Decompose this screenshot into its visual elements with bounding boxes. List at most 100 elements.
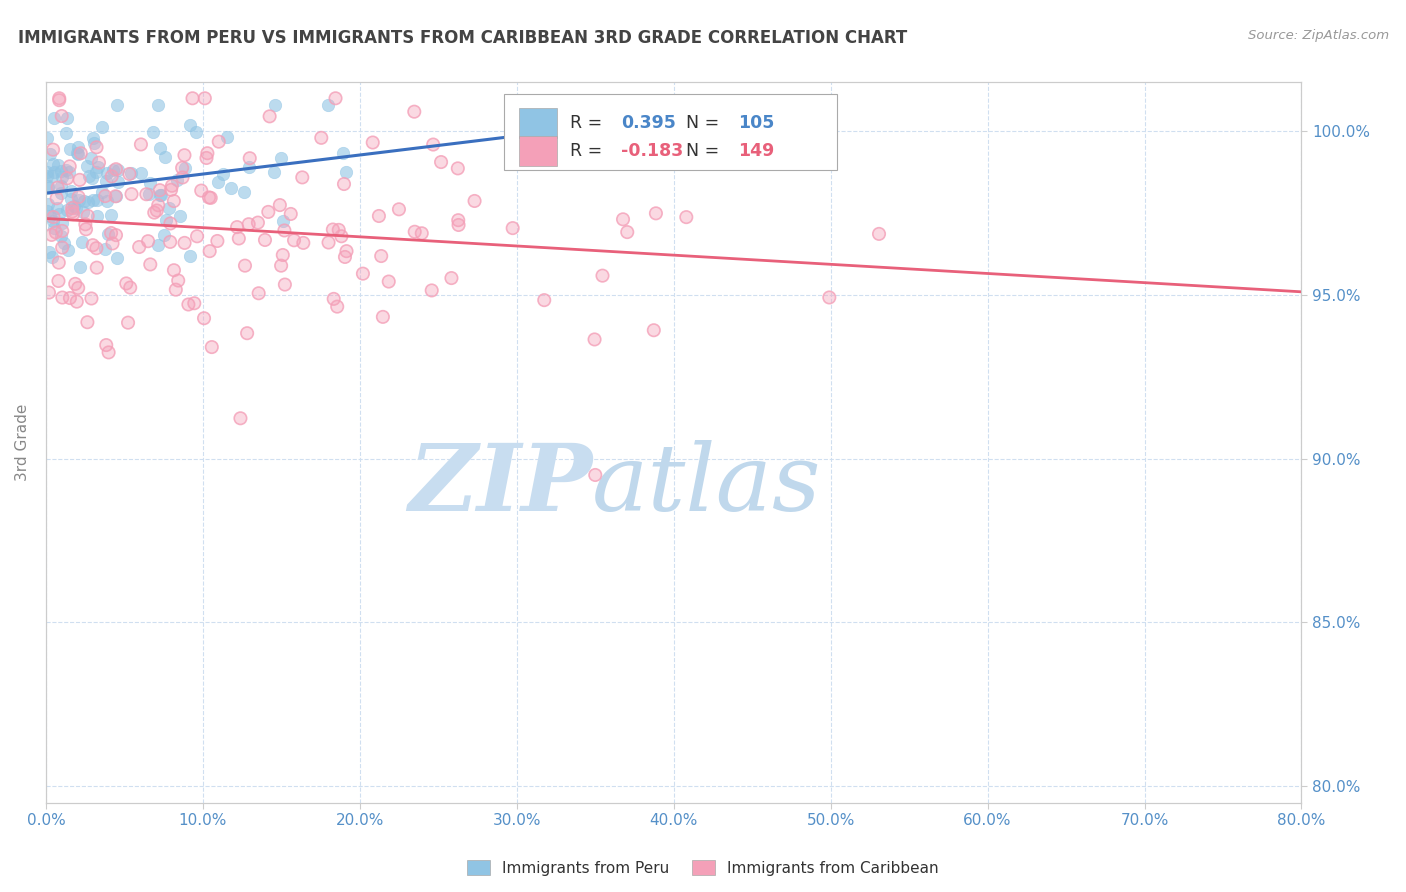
Point (229, 411, 252, 425)
Point (118, 167, 141, 181)
Point (200, 191, 222, 205)
Point (330, 229, 353, 244)
Point (129, 165, 152, 179)
Point (80, 292, 103, 306)
Point (207, 234, 229, 248)
Point (44, 165, 66, 179)
Point (58, 164, 80, 178)
Point (72, 204, 94, 219)
Point (333, 250, 356, 264)
Point (48, 274, 70, 288)
Point (215, 130, 238, 145)
Point (195, 151, 218, 165)
Point (35, 165, 58, 179)
Point (430, 155, 453, 169)
Point (269, 198, 291, 212)
Point (173, 235, 195, 250)
Point (60, 204, 83, 219)
Point (645, 206, 668, 220)
Point (48, 274, 70, 288)
Point (430, 155, 453, 169)
Text: 149: 149 (738, 142, 775, 160)
Point (422, 137, 444, 152)
Point (173, 235, 195, 250)
Point (128, 240, 150, 254)
Point (311, 131, 333, 145)
Point (48, 91, 70, 105)
Point (42, 210, 65, 224)
Point (377, 275, 399, 289)
Point (335, 244, 357, 259)
Point (322, 292, 344, 306)
Point (533, 293, 555, 307)
Point (107, 163, 129, 178)
Point (259, 109, 281, 123)
Point (179, 118, 201, 132)
Point (115, 277, 138, 291)
Point (59, 291, 82, 305)
Point (643, 323, 665, 337)
Point (60, 201, 83, 215)
Point (45, 226, 67, 240)
Point (135, 187, 157, 202)
Point (86, 260, 108, 275)
Point (335, 244, 357, 259)
Point (257, 205, 280, 219)
Point (645, 206, 668, 220)
Point (612, 212, 634, 227)
Point (367, 209, 389, 223)
Point (335, 165, 357, 179)
Point (318, 235, 340, 250)
Point (76, 209, 98, 223)
Point (198, 244, 221, 259)
Point (42, 214, 65, 228)
Point (65, 277, 87, 291)
Point (86, 165, 108, 179)
Point (142, 125, 165, 139)
Point (172, 170, 194, 185)
Point (292, 235, 315, 250)
Point (105, 251, 128, 265)
Point (146, 203, 169, 218)
Point (533, 293, 555, 307)
Point (675, 210, 697, 224)
Point (75, 217, 97, 231)
Point (159, 217, 181, 231)
Point (82, 193, 104, 207)
Point (271, 248, 294, 262)
Point (198, 190, 221, 204)
Point (238, 217, 260, 231)
Point (56, 171, 79, 186)
Point (69, 173, 91, 187)
Point (55, 126, 77, 140)
Point (165, 283, 187, 297)
Point (96, 166, 118, 180)
Point (280, 207, 302, 221)
Point (149, 183, 172, 197)
Point (292, 235, 315, 250)
Text: N =: N = (686, 142, 725, 160)
Point (186, 229, 208, 244)
Point (167, 274, 190, 288)
Point (592, 268, 614, 283)
Point (101, 236, 124, 251)
Point (326, 300, 349, 314)
Text: R =: R = (569, 114, 607, 132)
Point (38, 285, 60, 300)
Point (239, 151, 262, 165)
Point (172, 170, 194, 185)
Point (274, 277, 297, 292)
Point (163, 263, 186, 277)
Point (96, 338, 118, 352)
Point (121, 187, 143, 202)
Point (38, 244, 60, 259)
Point (143, 205, 166, 219)
Point (97, 345, 120, 359)
Point (41, 250, 63, 264)
Point (48, 91, 70, 105)
Point (181, 91, 204, 105)
Point (42, 210, 65, 224)
Point (41, 227, 63, 242)
Y-axis label: 3rd Grade: 3rd Grade (15, 403, 30, 481)
Point (94, 189, 117, 203)
